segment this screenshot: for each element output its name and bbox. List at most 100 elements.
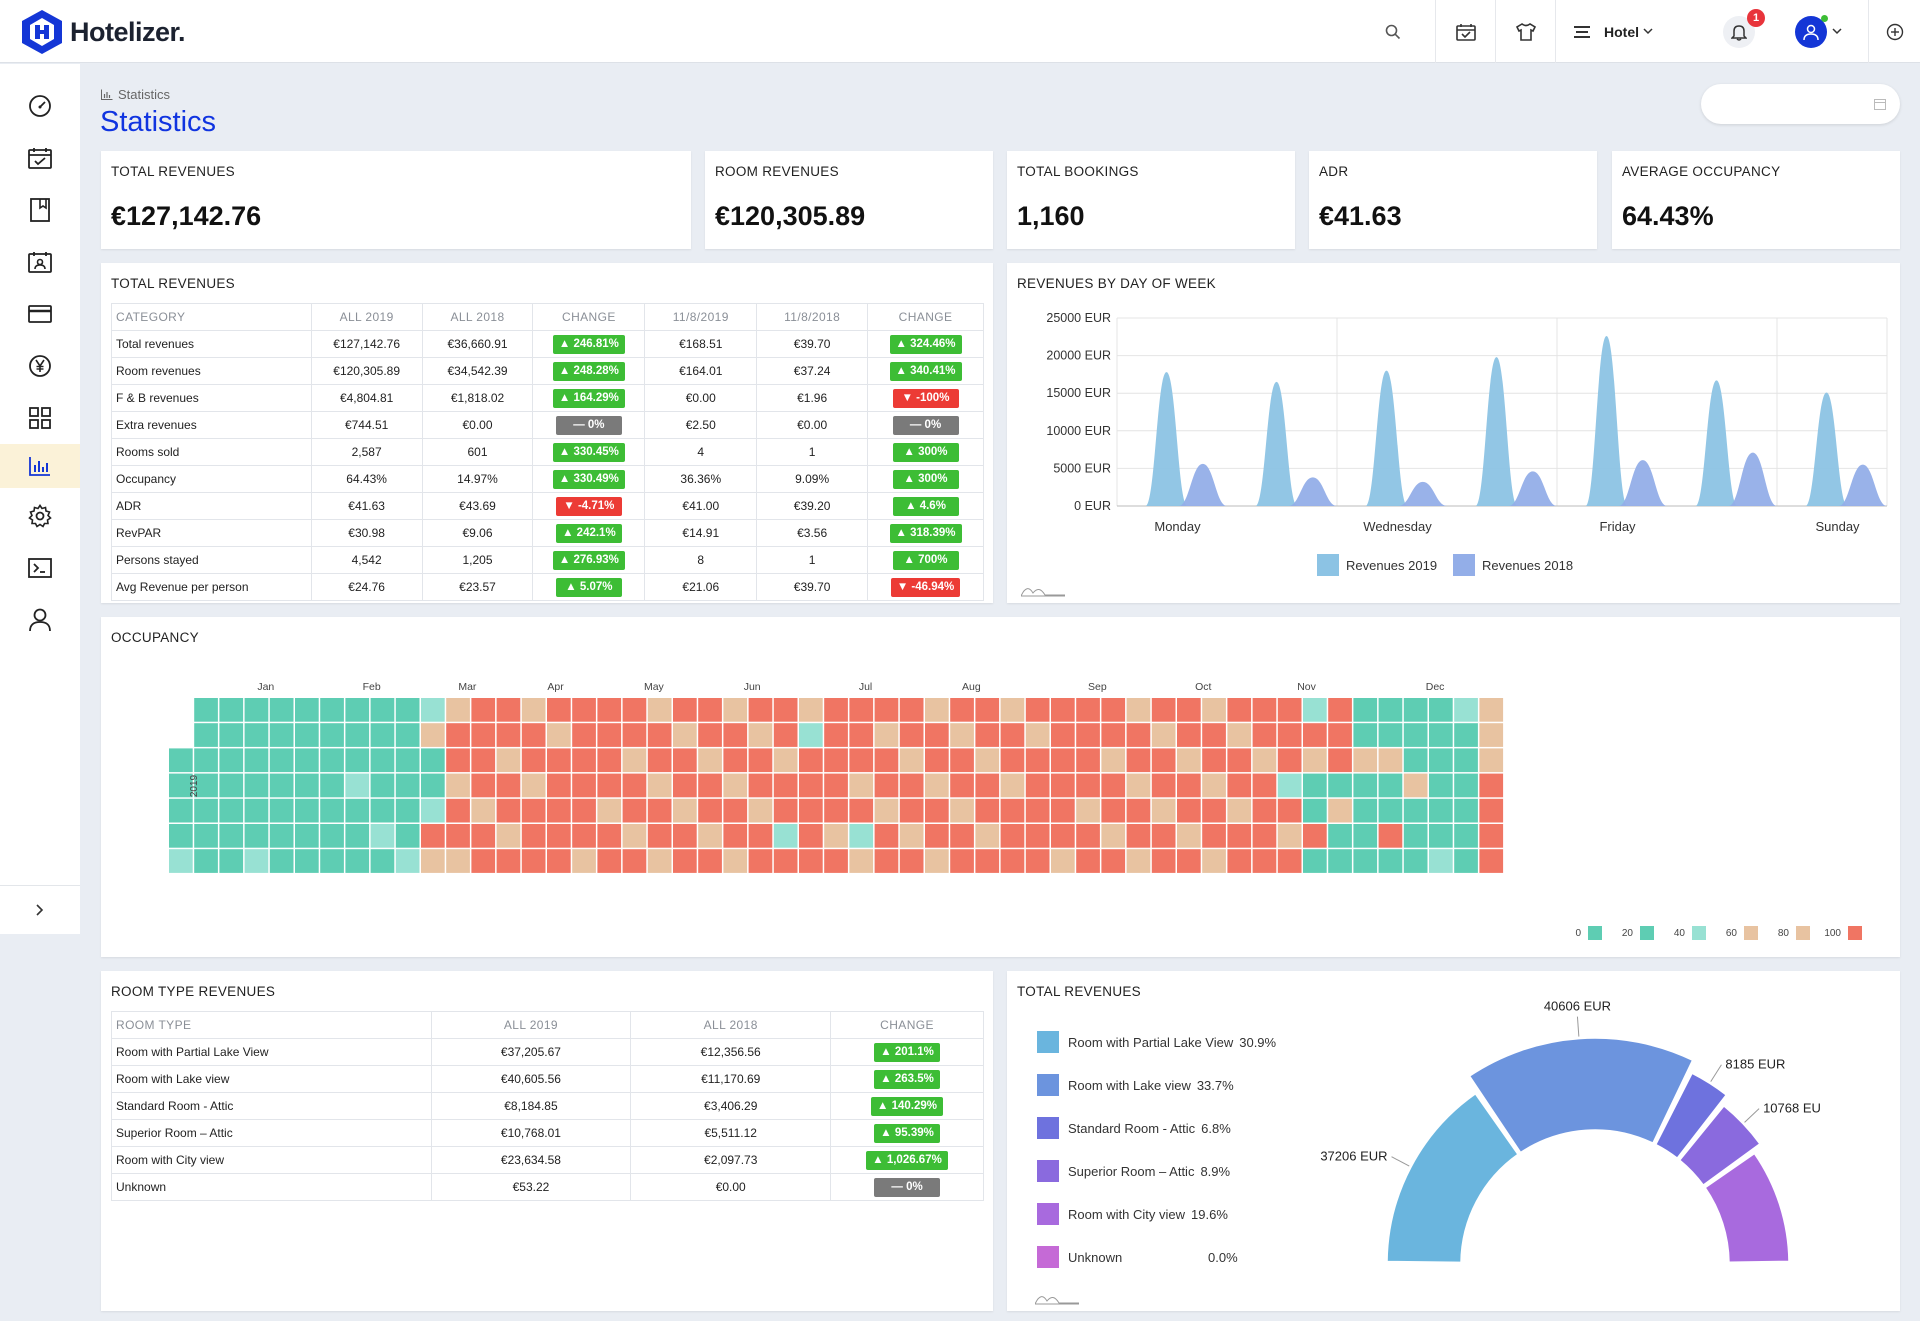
heatmap-cell[interactable]: [1076, 798, 1100, 823]
heatmap-cell[interactable]: [1177, 773, 1201, 798]
heatmap-cell[interactable]: [1454, 773, 1478, 798]
heatmap-cell[interactable]: [673, 849, 697, 873]
sidebar-item-bookings[interactable]: [0, 188, 80, 232]
date-range-picker[interactable]: [1701, 84, 1900, 124]
heatmap-cell[interactable]: [1378, 798, 1403, 823]
heatmap-cell[interactable]: [723, 773, 748, 798]
heatmap-cell[interactable]: [925, 748, 949, 773]
heatmap-cell[interactable]: [824, 748, 848, 773]
heatmap-cell[interactable]: [395, 698, 420, 722]
heatmap-cell[interactable]: [547, 824, 571, 848]
heatmap-cell[interactable]: [1479, 698, 1504, 722]
heatmap-cell[interactable]: [521, 723, 546, 747]
heatmap-cell[interactable]: [1429, 748, 1453, 773]
heatmap-cell[interactable]: [799, 798, 823, 823]
heatmap-cell[interactable]: [799, 849, 823, 873]
heatmap-cell[interactable]: [1353, 849, 1378, 873]
pie-legend-item[interactable]: Room with City view 19.6%: [1037, 1203, 1228, 1225]
pie-legend-item[interactable]: Standard Room - Attic 6.8%: [1037, 1117, 1231, 1139]
sidebar-item-dashboard[interactable]: [0, 84, 80, 128]
pie-slice[interactable]: [1704, 1152, 1790, 1263]
heatmap-cell[interactable]: [975, 698, 1000, 722]
heatmap-cell[interactable]: [1303, 824, 1327, 848]
heatmap-cell[interactable]: [1051, 748, 1075, 773]
heatmap-cell[interactable]: [1126, 723, 1151, 747]
heatmap-cell[interactable]: [547, 748, 571, 773]
heatmap-cell[interactable]: [773, 849, 798, 873]
heatmap-cell[interactable]: [849, 824, 874, 848]
heatmap-cell[interactable]: [320, 824, 344, 848]
heatmap-cell[interactable]: [547, 798, 571, 823]
heatmap-cell[interactable]: [1227, 723, 1252, 747]
heatmap-cell[interactable]: [874, 798, 899, 823]
area-peak-2019[interactable]: [1695, 380, 1738, 506]
heatmap-cell[interactable]: [849, 698, 874, 722]
area-peak-2019[interactable]: [1585, 336, 1628, 506]
heatmap-cell[interactable]: [748, 748, 773, 773]
heatmap-cell[interactable]: [824, 824, 848, 848]
heatmap-cell[interactable]: [1479, 824, 1504, 848]
heatmap-cell[interactable]: [1101, 723, 1126, 747]
heatmap-cell[interactable]: [345, 723, 370, 747]
heatmap-cell[interactable]: [597, 798, 622, 823]
heatmap-cell[interactable]: [1126, 773, 1151, 798]
heatmap-cell[interactable]: [1202, 773, 1226, 798]
heatmap-cell[interactable]: [1025, 698, 1050, 722]
sidebar-item-guests[interactable]: [0, 240, 80, 284]
heatmap-cell[interactable]: [471, 698, 496, 722]
heatmap-cell[interactable]: [395, 748, 420, 773]
heatmap-cell[interactable]: [1000, 798, 1025, 823]
heatmap-cell[interactable]: [773, 723, 798, 747]
heatmap-cell[interactable]: [673, 773, 697, 798]
heatmap-cell[interactable]: [1303, 698, 1327, 722]
heatmap-cell[interactable]: [572, 698, 596, 722]
heatmap-cell[interactable]: [194, 824, 218, 848]
heatmap-cell[interactable]: [1454, 748, 1478, 773]
heatmap-cell[interactable]: [899, 723, 924, 747]
heatmap-cell[interactable]: [1126, 748, 1151, 773]
heatmap-cell[interactable]: [698, 698, 722, 722]
heatmap-cell[interactable]: [496, 723, 521, 747]
heatmap-cell[interactable]: [622, 698, 647, 722]
heatmap-cell[interactable]: [496, 773, 521, 798]
heatmap-cell[interactable]: [723, 698, 748, 722]
heatmap-cell[interactable]: [320, 798, 344, 823]
area-peak-2018[interactable]: [1288, 477, 1337, 506]
heatmap-cell[interactable]: [572, 723, 596, 747]
heatmap-cell[interactable]: [698, 824, 722, 848]
heatmap-cell[interactable]: [925, 698, 949, 722]
heatmap-cell[interactable]: [824, 798, 848, 823]
heatmap-cell[interactable]: [1429, 698, 1453, 722]
heatmap-cell[interactable]: [597, 723, 622, 747]
heatmap-cell[interactable]: [446, 798, 470, 823]
heatmap-cell[interactable]: [773, 698, 798, 722]
heatmap-cell[interactable]: [547, 773, 571, 798]
heatmap-cell[interactable]: [471, 723, 496, 747]
heatmap-cell[interactable]: [673, 723, 697, 747]
heatmap-cell[interactable]: [1202, 798, 1226, 823]
heatmap-cell[interactable]: [572, 824, 596, 848]
heatmap-cell[interactable]: [874, 849, 899, 873]
heatmap-cell[interactable]: [194, 698, 218, 722]
heatmap-cell[interactable]: [421, 773, 445, 798]
heatmap-cell[interactable]: [874, 824, 899, 848]
heatmap-cell[interactable]: [395, 773, 420, 798]
heatmap-cell[interactable]: [295, 748, 319, 773]
heatmap-cell[interactable]: [219, 698, 244, 722]
heatmap-cell[interactable]: [698, 748, 722, 773]
heatmap-cell[interactable]: [1151, 849, 1176, 873]
heatmap-cell[interactable]: [1227, 698, 1252, 722]
heatmap-cell[interactable]: [345, 748, 370, 773]
area-peak-2019[interactable]: [1365, 370, 1408, 506]
heatmap-cell[interactable]: [799, 748, 823, 773]
heatmap-cell[interactable]: [421, 798, 445, 823]
heatmap-cell[interactable]: [1051, 849, 1075, 873]
heatmap-cell[interactable]: [1252, 849, 1277, 873]
legend-label[interactable]: Revenues 2019: [1346, 558, 1437, 573]
heatmap-cell[interactable]: [421, 698, 445, 722]
heatmap-cell[interactable]: [370, 748, 395, 773]
heatmap-cell[interactable]: [1076, 748, 1100, 773]
heatmap-cell[interactable]: [622, 748, 647, 773]
heatmap-cell[interactable]: [1303, 748, 1327, 773]
legend-swatch[interactable]: [1453, 554, 1475, 576]
